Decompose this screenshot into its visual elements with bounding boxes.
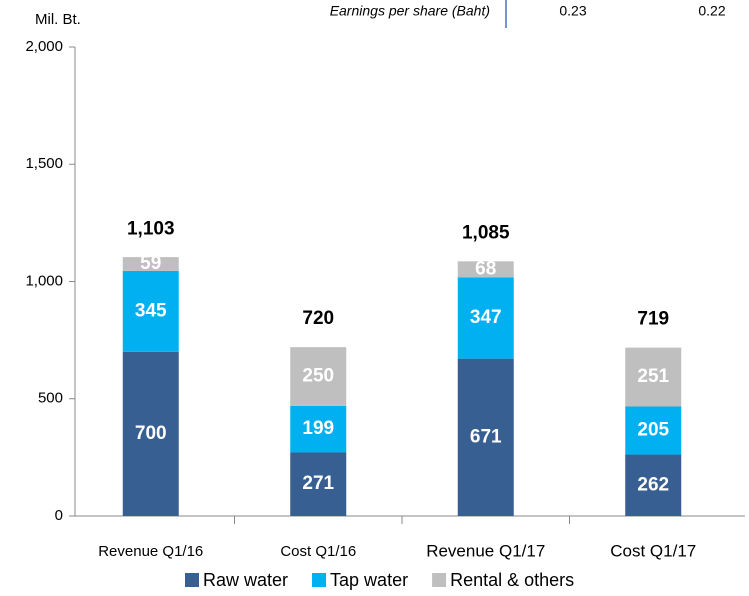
total-label: 1,103 (127, 218, 175, 239)
x-tick-label: Cost Q1/16 (280, 543, 356, 560)
bar-segment (122, 257, 179, 271)
y-tick-label: 0 (55, 507, 63, 524)
total-label: 720 (302, 308, 334, 329)
header-value: 0.23 (559, 3, 586, 19)
legend-swatch (432, 573, 447, 587)
x-tick-label: Cost Q1/17 (610, 541, 696, 560)
legend-label: Rental & others (450, 570, 574, 590)
bar-segment (122, 351, 179, 516)
y-tick-label: 500 (38, 390, 63, 407)
bar-segment (625, 406, 682, 455)
bar-segment (290, 452, 347, 516)
bar-segment (457, 358, 514, 516)
bar-segment (457, 261, 514, 278)
bar-segment (290, 405, 347, 453)
y-tick-label: 2,000 (25, 38, 63, 55)
segment-label: 205 (637, 420, 669, 441)
segment-label: 271 (302, 473, 334, 494)
total-label: 1,085 (462, 223, 510, 244)
header-value: 0.22 (698, 3, 725, 19)
bar-segment (625, 347, 682, 407)
segment-label: 250 (302, 365, 334, 386)
total-label: 719 (637, 308, 669, 329)
segment-label: 345 (135, 300, 167, 321)
y-unit-label: Mil. Bt. (35, 11, 81, 28)
segment-label: 347 (470, 307, 502, 328)
segment-label: 199 (302, 418, 334, 439)
bar-segment (457, 277, 514, 359)
y-tick-label: 1,500 (25, 155, 63, 172)
segment-label: 262 (637, 474, 669, 495)
legend-label: Raw water (203, 570, 288, 590)
segment-label: 59 (140, 253, 161, 274)
bar-segment (122, 270, 179, 352)
bar-segment (625, 454, 682, 516)
segment-label: 251 (637, 366, 669, 387)
segment-label: 700 (135, 423, 167, 444)
bar-segment (290, 347, 347, 406)
y-tick-label: 1,000 (25, 272, 63, 289)
legend-swatch (185, 573, 199, 587)
legend-label: Tap water (330, 570, 408, 590)
segment-label: 68 (475, 258, 496, 279)
x-tick-label: Revenue Q1/17 (426, 541, 545, 560)
legend-swatch (312, 573, 327, 587)
header-label: Earnings per share (Baht) (330, 3, 490, 19)
segment-label: 671 (470, 426, 502, 447)
x-tick-label: Revenue Q1/16 (98, 543, 203, 560)
